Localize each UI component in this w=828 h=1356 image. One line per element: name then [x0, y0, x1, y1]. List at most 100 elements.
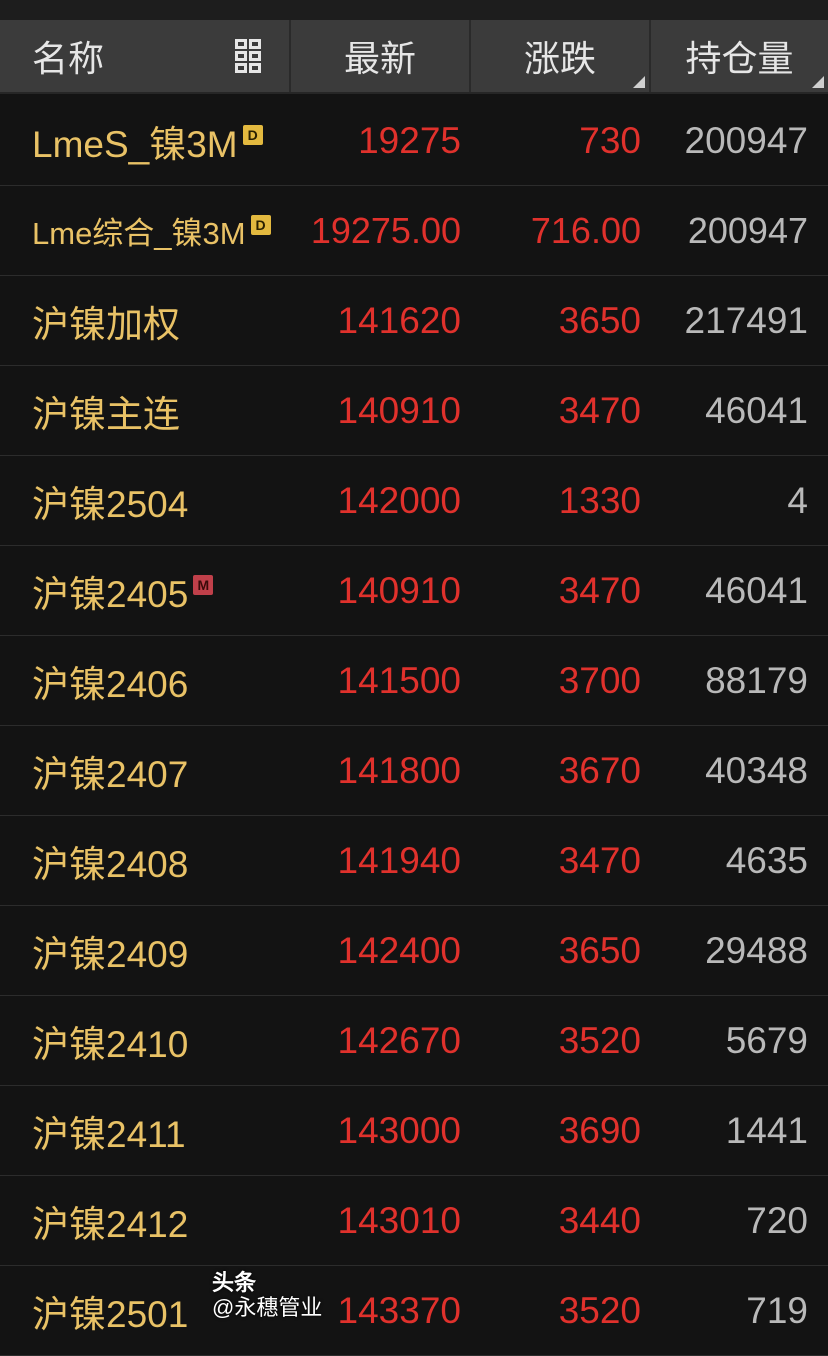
contract-name: 沪镍2405 M: [0, 564, 291, 618]
column-header-latest[interactable]: 最新: [291, 20, 471, 92]
open-interest: 1441: [725, 1109, 808, 1151]
contract-name: 沪镍2501: [0, 1284, 291, 1338]
watermark-source: 头条: [212, 1270, 257, 1295]
open-interest: 5679: [725, 1019, 808, 1061]
latest-price: 140910: [337, 569, 461, 611]
table-row[interactable]: 沪镍2504 142000 1330 4: [0, 456, 828, 546]
open-interest: 4635: [725, 839, 808, 881]
contract-name: 沪镍2406: [0, 654, 291, 708]
contract-name-text: 沪镍2406: [32, 663, 189, 705]
latest-price: 141620: [337, 299, 461, 341]
contract-name-text: 沪镍加权: [32, 303, 180, 345]
price-change: 730: [579, 119, 641, 161]
open-interest: 88179: [705, 659, 808, 701]
contract-name: 沪镍2411: [0, 1104, 291, 1158]
column-open-interest-label: 持仓量: [685, 38, 794, 79]
column-header-open-interest[interactable]: 持仓量: [651, 20, 828, 92]
latest-price: 140910: [337, 389, 461, 431]
main-contract-badge: M: [193, 574, 214, 595]
open-interest: 200947: [687, 209, 808, 251]
contract-name-text: 沪镍2409: [32, 933, 189, 975]
table-row[interactable]: 沪镍加权 141620 3650 217491: [0, 276, 828, 366]
table-row[interactable]: 沪镍2405 M 140910 3470 46041: [0, 546, 828, 636]
latest-price: 19275: [358, 119, 461, 161]
latest-price: 142000: [337, 479, 461, 521]
latest-price: 141800: [337, 749, 461, 791]
table-row[interactable]: 沪镍2410 142670 3520 5679: [0, 996, 828, 1086]
contract-name-text: Lme综合_镍3M: [32, 216, 246, 251]
contract-name-text: 沪镍2411: [32, 1113, 186, 1155]
open-interest: 719: [746, 1289, 808, 1331]
latest-price: 19275.00: [310, 209, 461, 251]
price-change: 3700: [558, 659, 641, 701]
contract-name-text: 沪镍2412: [32, 1203, 189, 1245]
table-row[interactable]: 沪镍2408 141940 3470 4635: [0, 816, 828, 906]
price-change: 3440: [558, 1199, 641, 1241]
delayed-badge: D: [242, 124, 263, 145]
table-header: 名称 最新 涨跌 持仓量: [0, 20, 828, 94]
latest-price: 142670: [337, 1019, 461, 1061]
price-change: 3670: [558, 749, 641, 791]
latest-price: 142400: [337, 929, 461, 971]
latest-price: 143010: [337, 1199, 461, 1241]
latest-price: 143370: [337, 1289, 461, 1331]
contract-name: 沪镍2410: [0, 1014, 291, 1068]
contract-name-text: 沪镍2501: [32, 1293, 189, 1335]
column-header-change[interactable]: 涨跌: [471, 20, 651, 92]
price-change: 1330: [558, 479, 641, 521]
table-row[interactable]: 沪镍2412 143010 3440 720: [0, 1176, 828, 1266]
column-latest-label: 最新: [343, 38, 416, 79]
table-row[interactable]: 沪镍2409 142400 3650 29488: [0, 906, 828, 996]
contract-name: 沪镍2408: [0, 834, 291, 888]
price-change: 3470: [558, 839, 641, 881]
open-interest: 46041: [705, 569, 808, 611]
contract-name: 沪镍2504: [0, 474, 291, 528]
price-change: 3520: [558, 1019, 641, 1061]
open-interest: 720: [746, 1199, 808, 1241]
table-row[interactable]: Lme综合_镍3M D 19275.00 716.00 200947: [0, 186, 828, 276]
column-name-label: 名称: [32, 38, 105, 79]
contract-name-text: 沪镍主连: [32, 393, 180, 435]
open-interest: 4: [787, 479, 808, 521]
contract-name-text: 沪镍2504: [32, 483, 189, 525]
contract-name-text: 沪镍2410: [32, 1023, 189, 1065]
contract-name-text: 沪镍2405: [32, 573, 189, 615]
price-change: 3520: [558, 1289, 641, 1331]
table-row[interactable]: 沪镍2411 143000 3690 1441: [0, 1086, 828, 1176]
watermark: 头条 @永穗管业: [212, 1270, 322, 1320]
grid-layout-icon[interactable]: [235, 39, 261, 73]
quote-list: LmeS_镍3M D 19275 730 200947 Lme综合_镍3M D 19275.0…: [0, 96, 828, 1356]
column-change-label: 涨跌: [523, 38, 596, 79]
contract-name: 沪镍2407: [0, 744, 291, 798]
contract-name: Lme综合_镍3M D: [0, 208, 291, 253]
price-change: 3470: [558, 569, 641, 611]
price-change: 3650: [558, 929, 641, 971]
table-row[interactable]: 沪镍2501 143370 3520 719: [0, 1266, 828, 1356]
contract-name: 沪镍2409: [0, 924, 291, 978]
price-change: 3470: [558, 389, 641, 431]
contract-name-text: 沪镍2407: [32, 753, 189, 795]
table-row[interactable]: 沪镍2407 141800 3670 40348: [0, 726, 828, 816]
status-bar: [0, 0, 828, 20]
column-header-name[interactable]: 名称: [0, 20, 291, 92]
price-change: 3690: [558, 1109, 641, 1151]
table-row[interactable]: 沪镍2406 141500 3700 88179: [0, 636, 828, 726]
price-change: 3650: [558, 299, 641, 341]
sort-indicator-icon: [812, 76, 824, 88]
open-interest: 46041: [705, 389, 808, 431]
contract-name: 沪镍2412: [0, 1194, 291, 1248]
open-interest: 29488: [705, 929, 808, 971]
open-interest: 40348: [705, 749, 808, 791]
price-change: 716.00: [530, 209, 641, 251]
table-row[interactable]: LmeS_镍3M D 19275 730 200947: [0, 96, 828, 186]
contract-name: 沪镍主连: [0, 384, 291, 438]
open-interest: 200947: [684, 119, 808, 161]
watermark-account: @永穗管业: [212, 1295, 323, 1320]
sort-indicator-icon: [633, 76, 645, 88]
delayed-badge: D: [250, 214, 271, 235]
contract-name: LmeS_镍3M D: [0, 114, 291, 168]
contract-name-text: 沪镍2408: [32, 843, 189, 885]
latest-price: 143000: [337, 1109, 461, 1151]
open-interest: 217491: [684, 299, 808, 341]
table-row[interactable]: 沪镍主连 140910 3470 46041: [0, 366, 828, 456]
